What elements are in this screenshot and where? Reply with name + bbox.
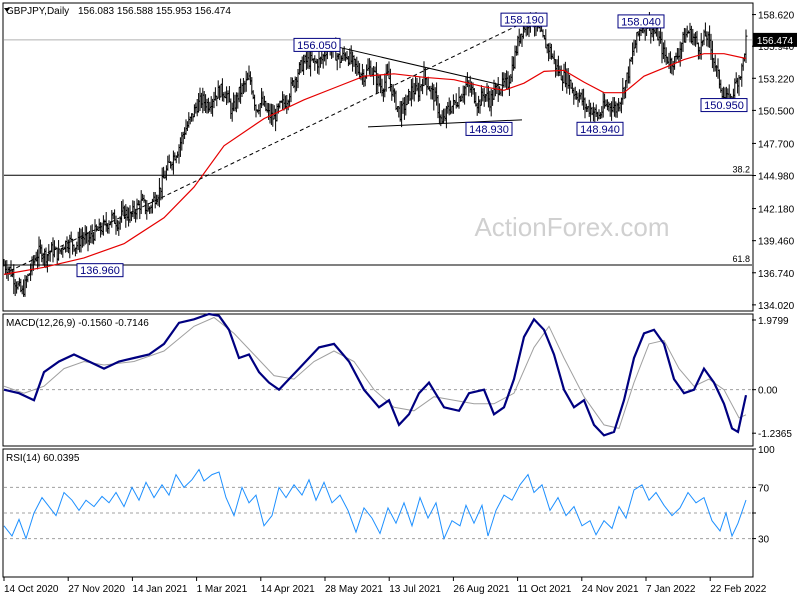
rsi-y-tick-label: 30 (758, 535, 770, 546)
macd-signal-line (3, 316, 747, 429)
macd-line (3, 312, 748, 437)
price-annotation-box (465, 121, 513, 136)
trend-line (325, 43, 505, 87)
macd-pane: 1.9799 0.00 -1.2365 (3, 312, 792, 440)
x-tick-label: 26 Aug 2021 (453, 584, 510, 595)
trend-line (367, 119, 523, 128)
x-tick-label: 14 Oct 2020 (4, 584, 59, 595)
price-annotation-label: 136.960 (80, 265, 120, 277)
x-tick-label: 24 Nov 2021 (582, 584, 639, 595)
price-annotation-label: 158.040 (621, 16, 661, 28)
macd-y-tick-label: 0.00 (758, 386, 778, 397)
price-pane-frame (2, 2, 754, 312)
ohlc-bars (2, 11, 748, 297)
price-annotation-box (293, 37, 341, 52)
price-annotation-box (500, 12, 548, 27)
price-y-tick-label: 150.500 (758, 106, 795, 117)
x-tick-label: 11 Oct 2021 (518, 584, 572, 595)
macd-pane-frame (2, 313, 754, 447)
price-y-tick-label: 158.620 (758, 11, 795, 22)
fib-level-label: 61.8 (732, 254, 750, 264)
last-price-tag (753, 32, 797, 47)
price-annotation-label: 156.050 (297, 40, 337, 52)
ohlc-values: 156.083 156.588 155.953 156.474 (78, 6, 231, 17)
price-pane: 158.620 155.940 153.220 150.500 147.700 144.9… (2, 11, 797, 312)
price-annotation-label: 158.190 (504, 15, 544, 27)
price-annotation-box (700, 98, 748, 113)
last-price-label: 156.474 (757, 36, 794, 47)
x-tick-label: 14 Jan 2021 (132, 584, 187, 595)
rsi-pane-title: RSI(14) 60.0395 (6, 453, 80, 464)
trend-line (9, 19, 531, 272)
rsi-y-tick-label: 70 (758, 483, 770, 494)
moving-average-line (3, 53, 747, 275)
price-annotation-box (576, 121, 624, 136)
price-y-tick-label: 144.980 (758, 172, 795, 183)
price-y-tick-label: 153.220 (758, 74, 795, 85)
x-axis: 14 Oct 2020 27 Nov 2020 14 Jan 2021 1 Mar 2… (3, 577, 767, 595)
pane-menu-triangle-icon[interactable] (4, 8, 10, 12)
price-annotation-label: 148.930 (469, 124, 509, 136)
price-y-tick-label: 134.020 (758, 301, 795, 312)
price-y-tick-label: 155.940 (758, 42, 795, 53)
x-tick-label: 1 Mar 2021 (197, 584, 248, 595)
macd-y-tick-label: -1.2365 (758, 429, 792, 440)
x-tick-label: 13 Jul 2021 (389, 584, 441, 595)
symbol-label: GBPJPY,Daily (6, 6, 69, 17)
price-y-tick-label: 136.740 (758, 269, 795, 280)
price-annotation-box (617, 14, 665, 29)
rsi-pane: 100 70 30 (3, 445, 775, 546)
price-y-tick-label: 142.180 (758, 205, 795, 216)
x-tick-label: 14 Apr 2021 (261, 584, 315, 595)
macd-pane-title: MACD(12,26,9) -0.1560 -0.7146 (6, 318, 149, 329)
price-pane-title: GBPJPY,Daily 156.083 156.588 155.953 156… (6, 6, 231, 17)
x-tick-label: 22 Feb 2022 (710, 584, 767, 595)
watermark: ActionForex.com (474, 212, 669, 242)
price-annotation-label: 150.950 (704, 100, 744, 112)
price-annotation-label: 148.940 (580, 124, 620, 136)
macd-y-tick-label: 1.9799 (758, 316, 789, 327)
price-annotation-box (76, 263, 124, 278)
rsi-y-tick-label: 100 (758, 445, 775, 456)
x-tick-label: 28 May 2021 (325, 584, 383, 595)
rsi-line (3, 468, 747, 541)
price-y-tick-label: 139.460 (758, 237, 795, 248)
x-tick-label: 27 Nov 2020 (68, 584, 125, 595)
x-tick-label: 7 Jan 2022 (646, 584, 696, 595)
price-y-tick-label: 147.700 (758, 139, 795, 150)
fib-level-label: 38.2 (732, 164, 750, 174)
